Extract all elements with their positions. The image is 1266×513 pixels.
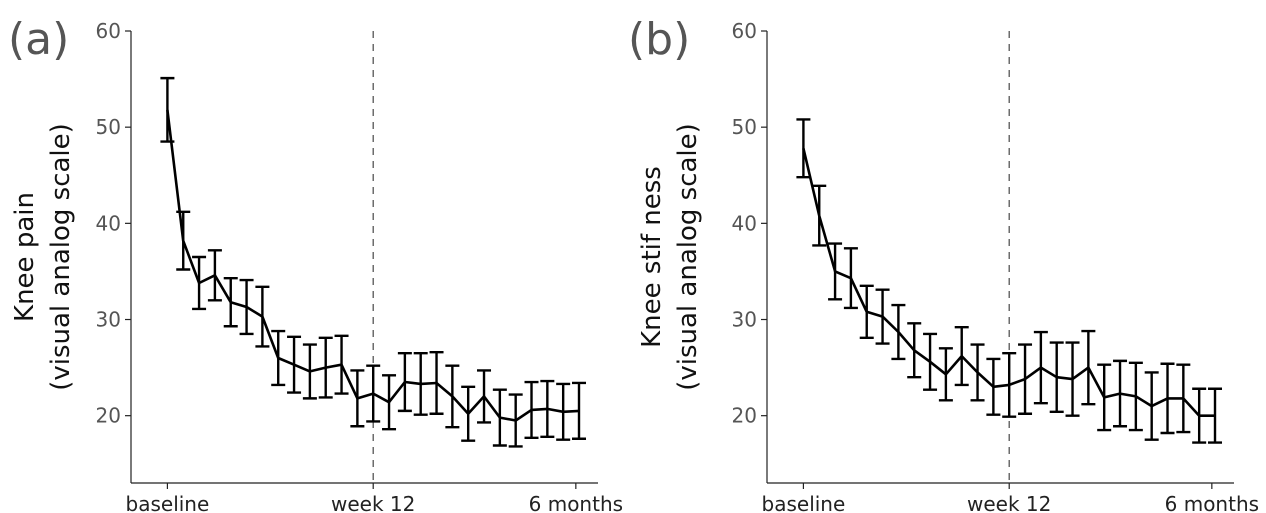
error-bar [366,364,381,423]
error-bar [1128,361,1143,432]
error-bar [875,288,890,345]
y-tick-label: 30 [732,308,757,332]
error-bar [540,379,555,439]
y-axis-title: Knee pain [10,192,40,322]
error-bar [160,76,175,143]
y-axis-subtitle: (visual analog scale) [673,123,703,391]
error-bar [477,369,492,424]
error-bar [1018,343,1033,415]
error-bar [223,276,238,328]
error-bar [1033,330,1048,405]
error-bar [207,249,222,302]
error-bar [271,329,286,387]
error-bar [986,357,1001,416]
error-bar [1144,371,1159,441]
error-bar [524,380,539,439]
error-bar [413,351,428,416]
error-bar [461,385,476,442]
error-bar [1192,387,1207,444]
error-bar [287,335,302,394]
error-bar [192,255,207,311]
error-bar [938,347,953,402]
error-bar [1049,341,1064,414]
y-tick-label: 20 [96,404,121,428]
error-bar [828,242,843,301]
error-bar [923,332,938,391]
error-bar [429,351,444,415]
panel-a: (a) Knee pain (visual analog scale) 20 30 40 5… [8,14,623,513]
y-tick-label: 20 [732,404,757,428]
error-bar [859,284,874,339]
error-bar [318,336,333,399]
y-tick-label: 30 [96,308,121,332]
error-bar [176,210,191,271]
error-bar [445,364,460,429]
error-bar [796,118,811,179]
error-bar [350,369,365,428]
error-bar [1160,362,1175,435]
y-tick-label: 60 [732,19,757,43]
error-bar [302,343,317,400]
error-bar [492,388,507,447]
y-tick-label: 40 [96,211,121,235]
error-bar [1002,351,1017,418]
y-tick-label: 40 [732,211,757,235]
x-tick-label: baseline [762,492,846,513]
panel-label: (b) [628,14,690,65]
error-bar [1176,363,1191,434]
y-tick-label: 60 [96,19,121,43]
error-bar [572,381,587,440]
error-bar [907,322,922,379]
x-tick-label: 6 months [529,492,623,513]
y-tick-label: 50 [96,115,121,139]
error-bar [1081,329,1096,406]
panel-label: (a) [8,14,69,65]
error-bar [891,303,906,361]
x-tick-label: 6 months [1165,492,1259,513]
error-bar [397,351,412,413]
error-bar [382,374,397,431]
error-bar [970,343,985,402]
error-bar [812,184,827,247]
error-bar [255,285,270,348]
error-bar [954,326,969,387]
x-tick-label: week 12 [967,492,1051,513]
x-tick-label: week 12 [331,492,415,513]
x-tick-label: baseline [126,492,210,513]
error-bar [556,382,571,441]
error-bar [239,278,254,336]
panel-b: (b) Knee stif ness (visual analog scale) 20… [628,14,1259,513]
error-bar [334,334,349,395]
error-bar [843,247,858,310]
error-bar [1065,341,1080,417]
error-bar [1208,387,1222,444]
y-axis-title: Knee stif ness [637,166,667,348]
error-bar [1097,363,1112,432]
error-bar [508,393,523,448]
y-tick-label: 50 [732,115,757,139]
y-axis-subtitle: (visual analog scale) [46,123,76,391]
error-bar [1113,359,1128,428]
